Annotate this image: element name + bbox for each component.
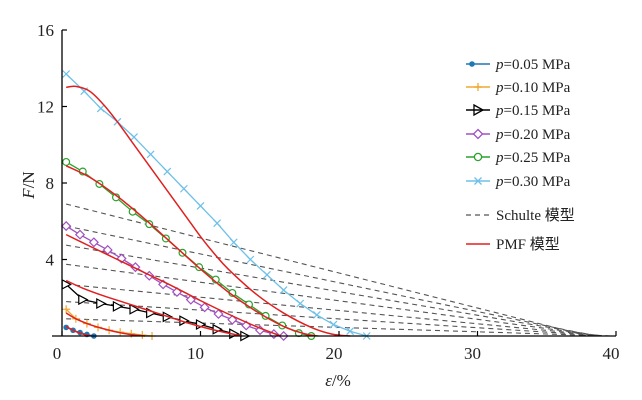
- x-tick-label: 0: [53, 344, 62, 363]
- legend-label-p025: p=0.25 MPa: [495, 150, 571, 166]
- legend: p=0.05 MPa p=0.10 MPa p=0.15 MPa p=0.20 …: [466, 57, 575, 253]
- y-tick-label: 4: [46, 251, 55, 270]
- series-point-3: [74, 229, 86, 240]
- legend-label-p020: p=0.20 MPa: [495, 127, 571, 143]
- legend-item-p030: p=0.30 MPa: [466, 174, 571, 190]
- series-point-5: [229, 238, 238, 247]
- schulte-line-5: [66, 301, 608, 337]
- series-point-5: [279, 286, 288, 295]
- legend-marker-p020: [472, 128, 484, 140]
- x-axis-unit: /%: [332, 371, 351, 390]
- x-tick-label: 30: [464, 344, 481, 363]
- x-tick-label: 10: [187, 344, 204, 363]
- legend-label-pmf: PMF 模型: [496, 236, 560, 253]
- legend-marker-p015: [473, 103, 485, 117]
- y-axis-unit: /N: [19, 171, 38, 188]
- schulte-line-3: [66, 263, 603, 337]
- legend-marker-p025: [473, 152, 483, 162]
- y-tick-label: 8: [46, 174, 55, 193]
- schulte-line-1: [66, 225, 596, 337]
- legend-item-p025: p=0.25 MPa: [466, 150, 571, 166]
- legend-symbol-p005: p: [495, 57, 504, 73]
- series-point-3: [213, 308, 224, 320]
- schulte-line-2: [66, 244, 600, 337]
- y-axis-title: F/N: [19, 171, 38, 199]
- pmf-curve-3: [65, 233, 282, 337]
- legend-marker-p005: [469, 61, 475, 67]
- legend-label-p005: p=0.05 MPa: [495, 57, 571, 73]
- series-point-3: [130, 262, 141, 273]
- legend-label-schulte: Schulte 模型: [496, 207, 575, 224]
- series-point-3: [199, 302, 210, 313]
- x-axis-symbol: ε: [325, 371, 332, 390]
- schulte-line-4: [66, 283, 605, 337]
- legend-item-p015: p=0.15 MPa: [466, 103, 571, 119]
- series-point-5: [296, 299, 305, 308]
- ticks: 0 10 20 30 40 4 8 12 16: [37, 21, 620, 363]
- legend-symbol-p025: p: [495, 150, 504, 166]
- series-3: [61, 220, 289, 342]
- legend-item-schulte: Schulte 模型: [466, 207, 575, 224]
- series-point-2: [78, 294, 89, 306]
- legend-text-p010: =0.10 MPa: [504, 80, 571, 96]
- pmf-curve-4: [65, 165, 319, 337]
- series-point-0: [63, 324, 69, 331]
- series-point-5: [246, 255, 255, 264]
- series-point-5: [329, 320, 338, 329]
- legend-symbol-p030: p: [495, 174, 504, 190]
- legend-symbol-p015: p: [495, 103, 504, 119]
- legend-text-p015: =0.15 MPa: [504, 103, 571, 119]
- series-point-5: [62, 70, 71, 78]
- legend-symbol-p010: p: [495, 80, 504, 96]
- legend-symbol-p020: p: [495, 127, 504, 143]
- x-tick-label: 40: [603, 344, 620, 363]
- series-point-1: [62, 305, 71, 314]
- legend-text-p030: =0.30 MPa: [504, 174, 571, 190]
- legend-item-p010: p=0.10 MPa: [466, 80, 571, 96]
- series-4: [62, 157, 316, 341]
- series-point-3: [88, 237, 99, 248]
- legend-marker-p010: [474, 83, 482, 91]
- series-point-5: [179, 184, 188, 193]
- series-point-5: [146, 150, 155, 159]
- series-0: [63, 324, 97, 339]
- series-point-5: [196, 202, 205, 210]
- series-point-3: [61, 220, 72, 232]
- legend-marker-p030: [474, 177, 482, 185]
- series-point-5: [163, 167, 172, 176]
- legend-item-pmf: PMF 模型: [466, 236, 560, 253]
- legend-text-p020: =0.20 MPa: [504, 127, 571, 143]
- series-line-4: [65, 161, 312, 337]
- x-axis-title: ε/%: [325, 371, 351, 390]
- series-point-2: [96, 297, 107, 309]
- series-point-5: [312, 311, 321, 319]
- pmf-curve-1: [65, 312, 146, 337]
- series-point-5: [96, 104, 105, 113]
- series-point-2: [129, 303, 140, 315]
- pmf-curve-5: [66, 85, 351, 337]
- x-tick-label: 20: [326, 344, 343, 363]
- legend-item-p020: p=0.20 MPa: [466, 127, 571, 143]
- legend-label-p010: p=0.10 MPa: [495, 80, 571, 96]
- schulte-line-6: [66, 318, 611, 337]
- y-axis-symbol: F: [19, 188, 38, 200]
- y-tick-label: 16: [37, 21, 54, 40]
- legend-text-p005: =0.05 MPa: [504, 57, 571, 73]
- legend-label-p030: p=0.30 MPa: [495, 174, 571, 190]
- legend-text-p025: =0.25 MPa: [504, 150, 571, 166]
- legend-item-p005: p=0.05 MPa: [466, 57, 571, 73]
- series-point-5: [130, 133, 138, 142]
- legend-label-p015: p=0.15 MPa: [495, 103, 571, 119]
- series-point-5: [213, 219, 222, 228]
- y-tick-label: 12: [37, 98, 54, 117]
- series-point-5: [263, 270, 271, 279]
- series-point-2: [112, 300, 124, 312]
- pmf-curve-2: [65, 279, 243, 337]
- series-point-5: [346, 327, 355, 336]
- series-point-4: [62, 157, 71, 166]
